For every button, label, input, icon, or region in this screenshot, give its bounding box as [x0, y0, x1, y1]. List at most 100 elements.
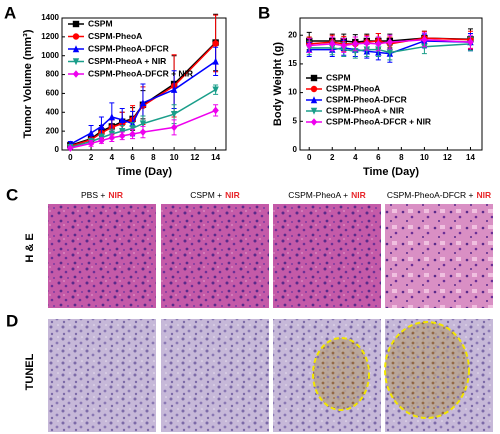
y-tick-label: 1000 [41, 51, 59, 60]
x-tick-label: 8 [399, 153, 404, 162]
marker [72, 45, 80, 53]
sample-name: PBS + [81, 190, 105, 200]
laser-label: NIR [225, 190, 240, 200]
y-tick-label: 15 [288, 59, 297, 68]
marker [386, 38, 394, 46]
legend-label: CSPM [326, 72, 351, 82]
micrograph [161, 319, 269, 432]
marker [72, 33, 80, 40]
marker [212, 106, 219, 115]
marker [306, 41, 313, 50]
marker [139, 128, 147, 136]
x-axis-label: Time (Day) [116, 166, 172, 178]
panel-label: B [258, 3, 270, 22]
marker [129, 125, 136, 133]
marker [310, 107, 318, 115]
panel-label: D [6, 311, 18, 330]
y-tick-label: 200 [46, 126, 60, 135]
marker [72, 70, 80, 78]
marker [170, 110, 178, 118]
x-tick-label: 10 [420, 153, 429, 162]
y-tick-label: 0 [293, 145, 298, 154]
x-tick-label: 14 [211, 153, 220, 162]
panel-label: A [4, 3, 16, 22]
marker [170, 85, 178, 93]
sample-name: CSPM-PheoA + [288, 190, 348, 200]
y-tick-label: 20 [288, 30, 297, 39]
plot-frame [61, 17, 227, 151]
marker [67, 144, 74, 152]
legend-label: CSPM-PheoA-DFCR + NIR [88, 68, 193, 78]
marker [386, 49, 394, 57]
legend-label: CSPM [88, 18, 113, 28]
x-tick-label: 4 [353, 153, 358, 162]
x-tick-label: 2 [330, 153, 335, 162]
marker [212, 86, 219, 94]
marker [352, 40, 359, 48]
y-tick-label: 10 [288, 88, 297, 97]
panel-label: C [6, 185, 18, 204]
marker [108, 133, 116, 142]
legend-label: CSPM-PheoA [88, 31, 142, 41]
marker [139, 99, 147, 107]
region-outline [384, 321, 470, 419]
plot-frame [299, 17, 483, 151]
marker [108, 113, 116, 121]
y-axis-label: Body Weight (g) [272, 42, 284, 126]
y-tick-label: 1200 [41, 32, 59, 41]
marker [212, 57, 219, 65]
x-tick-label: 12 [190, 153, 199, 162]
y-tick-label: 600 [46, 89, 60, 98]
marker [139, 120, 147, 128]
marker [467, 38, 474, 46]
column-title: PBS + NIR [81, 190, 123, 200]
row-label: TUNEL [24, 353, 36, 390]
micrograph [48, 204, 156, 308]
marker [352, 48, 359, 56]
y-tick-label: 1400 [41, 13, 59, 22]
histology: C D H & E TUNEL PBS + NIR CSPM + NIR CSPM-Ph… [6, 185, 493, 432]
x-tick-label: 8 [151, 153, 156, 162]
column-title: CSPM-PheoA-DFCR + NIR [387, 190, 491, 200]
marker [340, 41, 347, 50]
x-tick-label: 12 [443, 153, 452, 162]
region-outline [312, 337, 370, 411]
marker [170, 123, 178, 132]
marker [87, 139, 95, 148]
x-tick-label: 14 [466, 153, 475, 162]
legend-label: CSPM-PheoA + NIR [326, 105, 404, 115]
marker [310, 74, 318, 82]
legend-label: CSPM-PheoA [326, 83, 380, 93]
marker [87, 129, 95, 137]
column-title: CSPM + NIR [190, 190, 240, 200]
legend-label: CSPM-PheoA + NIR [88, 56, 166, 66]
marker [329, 40, 336, 48]
row-label: H & E [24, 233, 36, 262]
x-tick-label: 0 [68, 153, 73, 162]
x-tick-label: 10 [170, 153, 179, 162]
x-tick-label: 0 [307, 153, 312, 162]
marker [98, 136, 105, 145]
marker [129, 130, 136, 138]
x-axis-label: Time (Day) [363, 166, 419, 178]
column-title: CSPM-PheoA + NIR [288, 190, 365, 200]
laser-label: NIR [477, 190, 492, 200]
y-tick-label: 0 [55, 145, 60, 154]
y-tick-label: 800 [46, 70, 60, 79]
marker [119, 132, 126, 140]
apoptotic-region [385, 322, 469, 418]
y-tick-label: 5 [293, 116, 298, 125]
legend-label: CSPM-PheoA-DFCR [88, 43, 169, 53]
marker [363, 39, 371, 48]
legend-label: CSPM-PheoA-DFCR [326, 94, 407, 104]
laser-label: NIR [351, 190, 366, 200]
laser-label: NIR [108, 190, 123, 200]
sample-name: CSPM-PheoA-DFCR + [387, 190, 474, 200]
marker [119, 116, 126, 124]
sample-name: CSPM + [190, 190, 222, 200]
micrograph [385, 204, 493, 308]
marker [119, 127, 126, 135]
marker [310, 85, 318, 93]
micrograph [161, 204, 269, 308]
